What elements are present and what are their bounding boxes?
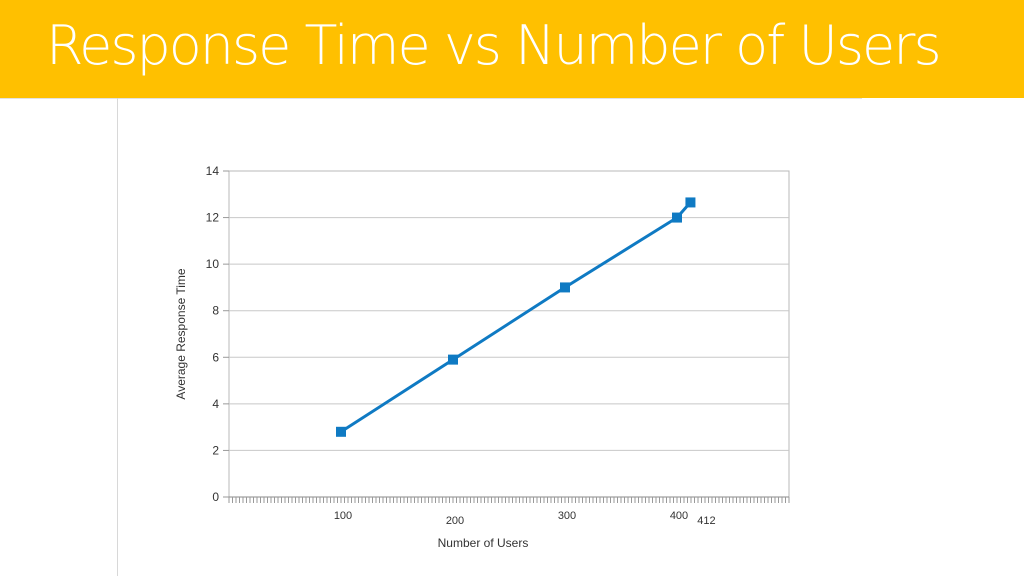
data-point-marker [672, 212, 682, 223]
y-tick-label: 2 [212, 443, 219, 457]
data-point-marker [685, 197, 696, 208]
y-tick-label: 0 [212, 490, 219, 504]
title-divider [0, 98, 862, 99]
left-margin-line [117, 98, 118, 576]
data-point-marker [336, 426, 346, 437]
x-tick-label: 200 [446, 515, 464, 527]
y-tick-label: 8 [212, 304, 219, 318]
x-minor-ticks [228, 497, 790, 503]
y-tick-label: 12 [206, 211, 220, 225]
data-point-marker [448, 354, 458, 365]
x-tick-label: 412 [697, 515, 715, 527]
data-point-marker [560, 282, 570, 293]
plot-area [228, 170, 790, 498]
title-bar: Response Time vs Number of Users [0, 0, 1024, 98]
series-line [340, 201, 692, 434]
slide-title: Response Time vs Number of Users [46, 14, 942, 77]
x-tick-label: 100 [334, 510, 352, 522]
y-axis-title: Average Response Time [174, 268, 188, 400]
y-tick-label: 10 [206, 257, 220, 271]
y-tick-label: 14 [206, 164, 220, 178]
y-tick-label: 6 [212, 350, 219, 364]
x-tick-label: 400 [670, 510, 688, 522]
x-axis-title: Number of Users [438, 536, 529, 550]
y-tick-label: 4 [212, 397, 219, 411]
x-tick-label: 300 [558, 510, 576, 522]
